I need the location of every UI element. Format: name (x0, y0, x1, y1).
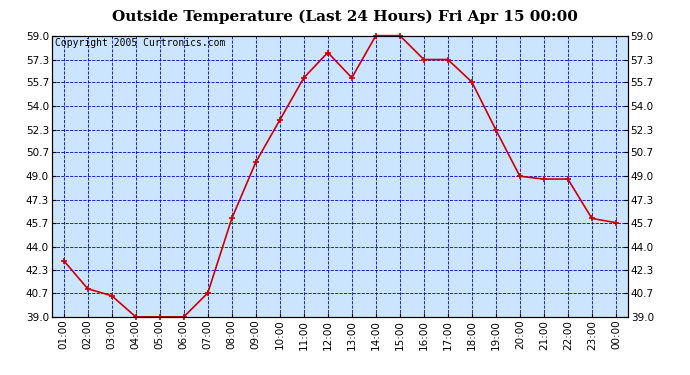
Text: Copyright 2005 Curtronics.com: Copyright 2005 Curtronics.com (55, 39, 225, 48)
Text: Outside Temperature (Last 24 Hours) Fri Apr 15 00:00: Outside Temperature (Last 24 Hours) Fri … (112, 9, 578, 24)
